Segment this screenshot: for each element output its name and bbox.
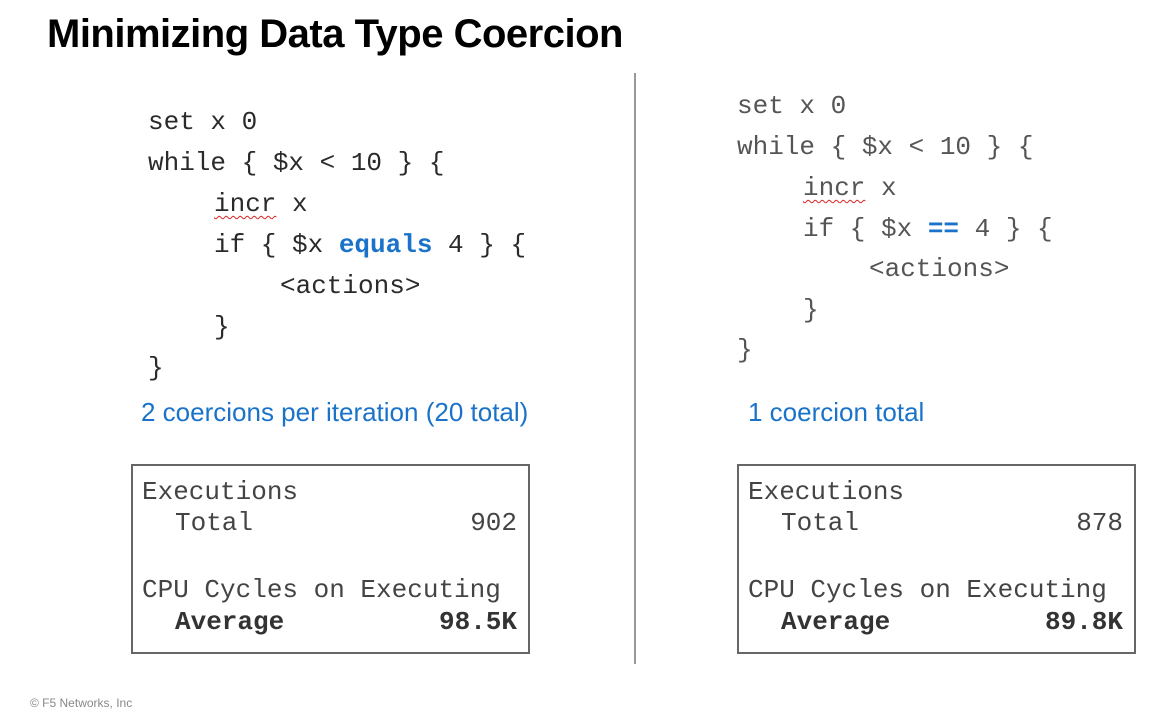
stats-heading: CPU Cycles on Executing — [142, 575, 501, 605]
stats-label: Average — [175, 607, 285, 637]
note: 2 coercions per iteration (20 total) — [141, 397, 529, 427]
code-line: } — [214, 312, 230, 342]
footer: © F5 Networks, Inc — [30, 696, 133, 710]
stats-heading: CPU Cycles on Executing — [748, 575, 1107, 605]
code-token: if { $x — [803, 214, 928, 244]
code-line: <actions> — [869, 254, 1010, 284]
code-line: } — [803, 295, 819, 325]
code-line: } — [148, 353, 164, 383]
code-line: } — [737, 335, 753, 365]
slide-title: Minimizing Data Type Coercion — [47, 12, 623, 56]
code-line: set x 0 — [737, 91, 847, 121]
code-line: while { $x < 10 } { — [737, 132, 1034, 162]
code-token: if { $x — [214, 230, 339, 260]
stats-label: Average — [781, 607, 891, 637]
code-token: x — [276, 189, 308, 219]
code-line: <actions> — [280, 271, 421, 301]
stats-value: 98.5K — [438, 607, 517, 637]
code-line: incr x — [803, 168, 897, 209]
code-keyword: == — [927, 214, 960, 244]
stats-label: Total — [781, 508, 860, 538]
stats-value: 89.8K — [1044, 607, 1123, 637]
code-token: 4 } { — [959, 214, 1053, 244]
code-token: incr — [214, 189, 277, 219]
code-line: incr x — [214, 184, 308, 225]
code-line: set x 0 — [148, 107, 258, 137]
stats-box: Executions Total 902 CPU Cycles on Execu… — [131, 464, 530, 654]
stats-box: Executions Total 878 CPU Cycles on Execu… — [737, 464, 1136, 654]
note: 1 coercion total — [748, 397, 925, 427]
code-line: if { $x equals 4 } { — [214, 225, 526, 266]
code-token: 4 } { — [432, 230, 527, 260]
stats-heading: Executions — [748, 477, 905, 507]
code-token: x — [865, 173, 897, 203]
code-token: incr — [803, 173, 866, 203]
stats-label: Total — [175, 508, 254, 538]
stats-value: 902 — [470, 508, 517, 538]
stats-heading: Executions — [142, 477, 299, 507]
code-line: if { $x == 4 } { — [803, 209, 1053, 250]
code-line: while { $x < 10 } { — [148, 148, 445, 178]
code-keyword: equals — [338, 230, 433, 260]
stats-value: 878 — [1076, 508, 1123, 538]
divider — [634, 73, 636, 664]
